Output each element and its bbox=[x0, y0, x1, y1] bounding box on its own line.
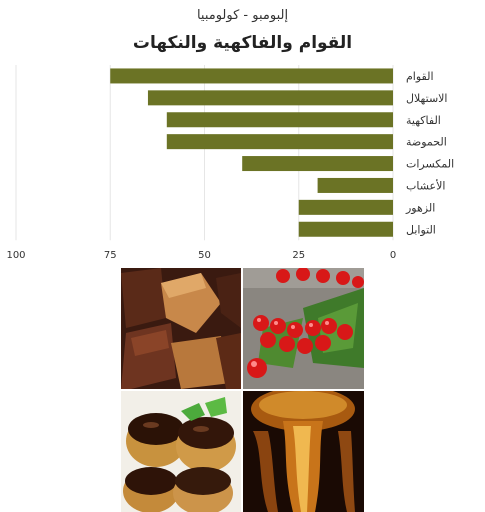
fudge-photo bbox=[121, 268, 241, 389]
category-label: المكسرات bbox=[406, 158, 454, 171]
category-label: القوام bbox=[406, 70, 434, 83]
x-tick-label: 100 bbox=[6, 250, 25, 261]
category-label: الأعشاب bbox=[406, 178, 445, 192]
category-label: الاستهلال bbox=[406, 92, 448, 105]
x-tick-label: 25 bbox=[292, 250, 305, 261]
bar bbox=[166, 134, 393, 150]
bar bbox=[147, 90, 393, 106]
bar bbox=[298, 199, 393, 215]
bar bbox=[242, 156, 393, 172]
bar bbox=[317, 177, 393, 193]
chocolate-profiterole-photo bbox=[121, 391, 241, 512]
x-tick-label: 0 bbox=[390, 250, 396, 261]
category-label: الزهور bbox=[405, 201, 435, 214]
bar bbox=[298, 221, 393, 237]
bar bbox=[110, 68, 393, 84]
bar-chart: القوام الاستهلال الفاكهية الحموضة المكسرات ال… bbox=[6, 65, 454, 261]
x-tick-label: 50 bbox=[198, 250, 211, 261]
honey-photo bbox=[243, 391, 364, 512]
category-label: الفاكهية bbox=[406, 114, 441, 127]
chart-title: القوام والفاكهية والنكهات bbox=[132, 33, 353, 53]
chart-subtitle: إلبومبو - كولومبيا bbox=[196, 8, 289, 23]
category-label: التوابل bbox=[406, 223, 436, 236]
bar bbox=[166, 112, 393, 128]
x-tick-label: 75 bbox=[104, 250, 117, 261]
category-label: الحموضة bbox=[406, 136, 447, 149]
red-currant-photo bbox=[243, 268, 364, 389]
